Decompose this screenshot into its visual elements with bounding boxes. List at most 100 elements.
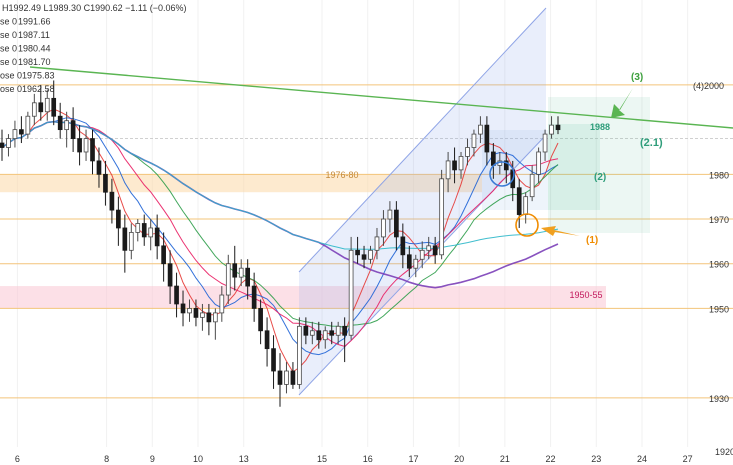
candle-body-8 (51, 97, 57, 117)
candle-body-75 (484, 124, 490, 153)
candle-body-17 (109, 191, 115, 211)
candle-body-11 (70, 120, 76, 139)
grid-layer (16, 0, 689, 447)
candle-body-25 (161, 245, 166, 265)
candle-body-54 (348, 249, 354, 336)
legend-row-4: se 0 (0, 57, 17, 67)
candle-body-65 (419, 249, 425, 260)
x-tick-label-13: 27 (683, 454, 693, 464)
candle-body-19 (122, 227, 128, 251)
legend: H1992.49 L1989.30 C1990.62 −1.11 (−0.06%… (0, 3, 186, 94)
candle-body-29 (187, 308, 192, 314)
candle-body-20 (128, 232, 134, 251)
candle-body-50 (322, 330, 328, 341)
y-axis-corner-label: 1920 (715, 447, 733, 457)
candle-body-3 (19, 129, 24, 135)
x-axis: 6 8 9 10 13 15 16 17 20 21 22 23 24 27 (15, 454, 693, 464)
candle-body-38 (245, 267, 251, 287)
channel-top-line (298, 7, 547, 273)
candle-body-21 (135, 223, 141, 233)
candle-body-82 (529, 173, 535, 198)
annotation-1988: 1988 (590, 122, 610, 132)
legend-value-4: 1981.70 (18, 57, 51, 67)
candle-body-42 (271, 348, 276, 372)
zone-layer (0, 174, 606, 309)
moving-average-line-3 (1, 121, 559, 347)
x-tick-label-5: 15 (317, 454, 327, 464)
candle-body-39 (251, 285, 257, 309)
blue-circle-marker (489, 161, 515, 187)
annotation-1: (1) (586, 235, 598, 246)
candle-body-69 (445, 160, 451, 180)
candle-body-1 (6, 138, 11, 148)
legend-value-1: 1991.66 (18, 17, 51, 27)
candle-body-9 (57, 115, 63, 131)
candle-body-51 (329, 330, 335, 336)
candle-body-80 (516, 187, 522, 215)
x-tick-label-12: 24 (637, 454, 647, 464)
legend-value-2: 1987.11 (18, 30, 50, 40)
y-tick-label-2000: (4)2000 (693, 81, 724, 91)
x-tick-label-10: 22 (546, 454, 556, 464)
candle-body-26 (167, 263, 173, 287)
candle-body-31 (200, 312, 205, 318)
candle-body-52 (335, 325, 341, 336)
candle-body-83 (536, 151, 541, 175)
candle-body-18 (116, 209, 121, 229)
candle-body-7 (44, 97, 50, 113)
candle-body-67 (432, 245, 438, 256)
candle-body-64 (413, 258, 419, 269)
x-tick-label-2: 9 (150, 454, 155, 464)
candle-body-10 (64, 120, 69, 131)
candle-body-45 (290, 370, 296, 385)
candle-body-34 (219, 294, 225, 314)
candle-body-84 (542, 133, 548, 153)
legend-row-3: se 0 (0, 44, 17, 54)
legend-value-5: 1975.83 (22, 71, 55, 81)
candle-body-49 (316, 330, 322, 341)
candle-body-6 (38, 102, 44, 113)
x-tick-label-0: 6 (15, 454, 20, 464)
y-tick-label-1930: 1930 (709, 394, 729, 404)
candle-body-30 (193, 308, 199, 318)
y-tick-label-1980: 1980 (709, 170, 729, 180)
candle-body-14 (90, 138, 95, 162)
candle-body-33 (213, 312, 218, 323)
orange-circle-marker (515, 213, 539, 237)
y-axis: 1930 1950 1960 1970 1980 (4)2000 (693, 81, 729, 404)
annotation-3: (3) (631, 72, 643, 83)
x-tick-label-1: 8 (104, 454, 109, 464)
candle-body-2 (12, 129, 18, 139)
zone-label-1976-80: 1976-80 (325, 170, 358, 180)
annotation-2-1: (2.1) (640, 137, 663, 149)
candle-body-16 (103, 173, 108, 193)
legend-value-3: 1980.44 (18, 44, 51, 54)
candle-body-70 (452, 160, 457, 171)
candle-body-85 (549, 124, 554, 135)
legend-value-6: 1962.58 (22, 84, 55, 94)
candle-body-24 (154, 227, 160, 247)
candle-body-62 (400, 236, 406, 256)
candle-body-47 (303, 325, 309, 336)
annotation-layer: 1976-80 1950-55 1988 (1) (2) (2.1) (3) (325, 72, 662, 300)
candle-body-60 (387, 209, 393, 220)
candle-body-78 (503, 160, 509, 171)
candle-body-76 (491, 151, 496, 166)
candle-body-57 (368, 249, 373, 260)
candle-body-40 (258, 308, 263, 332)
candle-body-44 (284, 370, 289, 385)
zone-label-1950-55: 1950-55 (569, 290, 602, 300)
moving-average-line-5 (1, 121, 559, 250)
zone-1976-80 (0, 174, 482, 193)
markers (489, 88, 633, 237)
candle-body-61 (394, 209, 399, 238)
y-tick-label-1950: 1950 (709, 304, 729, 314)
candle-body-73 (471, 133, 477, 148)
candle-body-58 (374, 236, 380, 251)
channel-fill (299, 8, 546, 395)
x-tick-label-4: 13 (239, 454, 249, 464)
candle-body-41 (264, 330, 270, 350)
candle-body-13 (83, 138, 89, 153)
candle-body-56 (361, 254, 367, 260)
